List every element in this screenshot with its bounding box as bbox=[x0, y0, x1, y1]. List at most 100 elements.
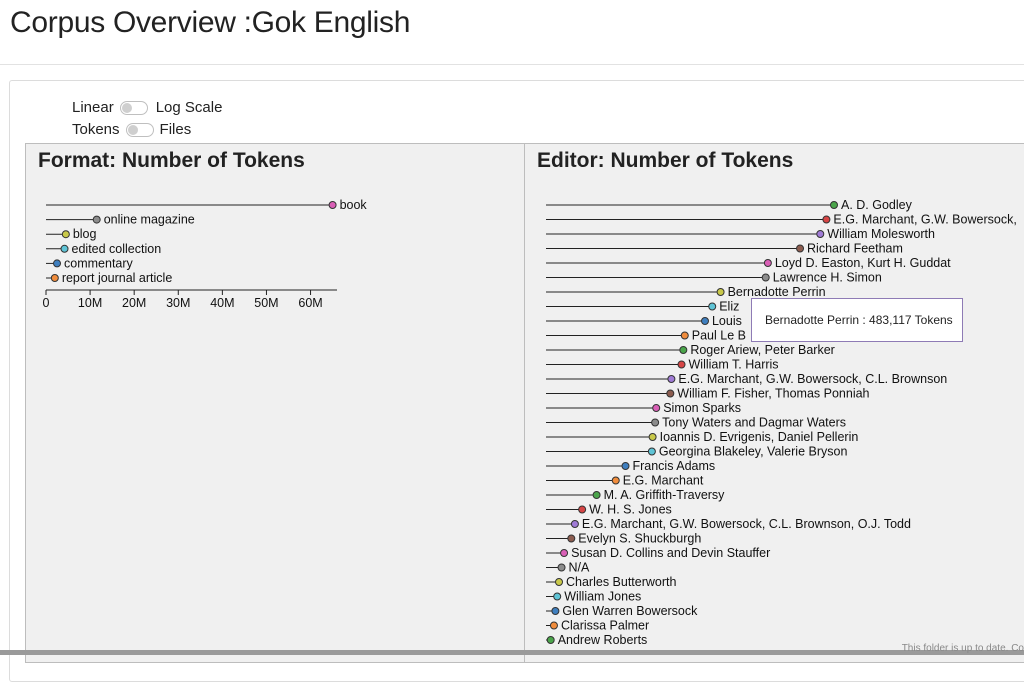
format-x-tick-label: 20M bbox=[122, 296, 146, 310]
unit-toggle-switch[interactable] bbox=[125, 122, 154, 137]
editor-dot-lawrence-h-simon bbox=[761, 273, 770, 282]
scale-toggle-row: Linear Log Scale bbox=[72, 99, 222, 116]
editor-label-charles-butterworth: Charles Butterworth bbox=[566, 575, 677, 589]
editor-dot-e-g-marchant-g-w-bowersock-c-l-brownson-o-j-todd bbox=[570, 520, 579, 528]
editor-label-e-g-marchant: E.G. Marchant bbox=[623, 474, 704, 488]
editor-label-richard-feetham: Richard Feetham bbox=[807, 242, 903, 256]
format-dot-book bbox=[328, 201, 337, 209]
editor-dot-paul-le-b bbox=[680, 331, 689, 340]
editor-label-m-a-griffith-traversy: M. A. Griffith-Traversy bbox=[604, 488, 726, 502]
editor-label-e-g-marchant-g-w-bowersock-c-l-brownson-o-j-todd: E.G. Marchant, G.W. Bowersock, C.L. Brow… bbox=[582, 517, 911, 531]
format-label-commentary: commentary bbox=[64, 256, 134, 270]
editor-label-glen-warren-bowersock: Glen Warren Bowersock bbox=[562, 604, 698, 618]
editor-label-w-h-s-jones: W. H. S. Jones bbox=[589, 503, 672, 517]
editor-dot-e-g-marchant-g-w-bowersock bbox=[822, 215, 831, 224]
format-label-book: book bbox=[340, 198, 368, 212]
status-text: This folder is up to date. Co bbox=[901, 643, 1024, 654]
editor-dot-bernadotte-perrin bbox=[716, 288, 725, 296]
unit-toggle-row: Tokens Files bbox=[72, 121, 191, 138]
format-label-blog: blog bbox=[73, 227, 97, 241]
editor-dot-e-g-marchant bbox=[611, 476, 620, 485]
format-x-tick-label: 30M bbox=[166, 296, 190, 310]
editor-label-paul-le-b: Paul Le B bbox=[692, 329, 746, 343]
files-label: Files bbox=[159, 121, 192, 138]
editor-dot-tony-waters-and-dagmar-waters bbox=[651, 418, 660, 427]
editor-label-ioannis-d-evrigenis-daniel-pellerin: Ioannis D. Evrigenis, Daniel Pellerin bbox=[660, 430, 859, 444]
editor-dot-e-g-marchant-g-w-bowersock-c-l-brownson bbox=[667, 375, 676, 383]
format-chart-panel: book online magazine blog edited collection… bbox=[25, 143, 525, 663]
editor-label-georgina-blakeley-valerie-bryson: Georgina Blakeley, Valerie Bryson bbox=[659, 445, 848, 459]
scale-toggle-switch[interactable] bbox=[119, 100, 148, 115]
format-x-tick-label: 50M bbox=[254, 296, 278, 310]
editor-dot-william-jones bbox=[553, 592, 562, 601]
format-label-edited-collection: edited collection bbox=[72, 242, 162, 256]
tokens-label: Tokens bbox=[72, 121, 120, 138]
log-scale-label: Log Scale bbox=[155, 99, 223, 116]
editor-label-eliz: Eliz bbox=[719, 300, 739, 314]
editor-label-roger-ariew-peter-barker: Roger Ariew, Peter Barker bbox=[690, 343, 835, 357]
scale-toggle-knob bbox=[121, 102, 132, 113]
format-dot-commentary bbox=[53, 259, 62, 268]
editor-label-loyd-d-easton-kurt-h-guddat: Loyd D. Easton, Kurt H. Guddat bbox=[775, 256, 951, 270]
editor-dot-richard-feetham bbox=[796, 244, 805, 253]
editor-dot-ioannis-d-evrigenis-daniel-pellerin bbox=[648, 433, 657, 441]
editor-dot-susan-d-collins-and-devin-stauffer bbox=[560, 549, 569, 557]
editor-chart-title: Editor: Number of Tokens bbox=[537, 149, 794, 172]
editor-label-william-jones: William Jones bbox=[564, 590, 641, 604]
bottom-scrollbar[interactable] bbox=[0, 650, 1024, 655]
editor-dot-andrew-roberts bbox=[546, 636, 555, 644]
format-dot-edited-collection bbox=[60, 244, 69, 253]
editor-label-simon-sparks: Simon Sparks bbox=[663, 401, 741, 415]
format-chart-title: Format: Number of Tokens bbox=[38, 149, 305, 172]
editor-label-lawrence-h-simon: Lawrence H. Simon bbox=[773, 271, 882, 285]
editor-dot-loyd-d-easton-kurt-h-guddat bbox=[763, 259, 772, 267]
editor-label-francis-adams: Francis Adams bbox=[632, 459, 715, 473]
editor-label-susan-d-collins-and-devin-stauffer: Susan D. Collins and Devin Stauffer bbox=[571, 546, 770, 560]
format-x-tick-label: 10M bbox=[78, 296, 102, 310]
editor-dot-clarissa-palmer bbox=[549, 621, 558, 630]
editor-label-n-a: N/A bbox=[569, 561, 591, 575]
editor-label-bernadotte-perrin: Bernadotte Perrin bbox=[728, 285, 826, 299]
format-x-tick-label: 40M bbox=[210, 296, 234, 310]
editor-label-a-d-godley: A. D. Godley bbox=[841, 198, 913, 212]
editor-label-william-f-fisher-thomas-ponniah: William F. Fisher, Thomas Ponniah bbox=[677, 387, 869, 401]
editor-label-louis: Louis bbox=[712, 314, 742, 328]
format-label-report-journal-article: report journal article bbox=[62, 271, 173, 285]
format-dot-report-journal-article bbox=[50, 274, 59, 282]
editor-label-evelyn-s-shuckburgh: Evelyn S. Shuckburgh bbox=[578, 532, 701, 546]
editor-dot-francis-adams bbox=[621, 462, 630, 470]
editor-label-william-t-harris: William T. Harris bbox=[689, 358, 779, 372]
chart-tooltip: Bernadotte Perrin : 483,117 Tokens bbox=[751, 298, 963, 342]
format-dot-online-magazine bbox=[92, 215, 101, 224]
format-x-tick-label: 0 bbox=[43, 296, 50, 310]
editor-dot-evelyn-s-shuckburgh bbox=[567, 534, 576, 543]
editor-label-e-g-marchant-g-w-bowersock: E.G. Marchant, G.W. Bowersock, bbox=[833, 213, 1016, 227]
editor-dot-simon-sparks bbox=[652, 404, 661, 412]
editor-dot-charles-butterworth bbox=[555, 578, 564, 586]
title-divider bbox=[0, 64, 1024, 65]
editor-dot-william-t-harris bbox=[677, 360, 686, 369]
editor-dot-glen-warren-bowersock bbox=[551, 607, 560, 615]
format-dot-blog bbox=[61, 230, 70, 239]
editor-label-william-molesworth: William Molesworth bbox=[827, 227, 935, 241]
editor-dot-louis bbox=[700, 317, 709, 325]
editor-label-e-g-marchant-g-w-bowersock-c-l-brownson: E.G. Marchant, G.W. Bowersock, C.L. Brow… bbox=[678, 372, 947, 386]
linear-label: Linear bbox=[72, 99, 114, 116]
editor-dot-eliz bbox=[708, 302, 717, 311]
editor-dot-roger-ariew-peter-barker bbox=[679, 346, 688, 354]
editor-chart-panel: A. D. Godley E.G. Marchant, G.W. Bowersoc… bbox=[524, 143, 1024, 663]
format-x-tick-label: 60M bbox=[298, 296, 322, 310]
editor-dot-m-a-griffith-traversy bbox=[592, 491, 601, 499]
page-title: Corpus Overview :Gok English bbox=[10, 6, 411, 39]
editor-dot-n-a bbox=[557, 563, 566, 572]
editor-label-andrew-roberts: Andrew Roberts bbox=[558, 633, 648, 647]
editor-label-clarissa-palmer: Clarissa Palmer bbox=[561, 619, 649, 633]
format-label-online-magazine: online magazine bbox=[104, 213, 195, 227]
editor-dot-w-h-s-jones bbox=[578, 505, 587, 514]
editor-dot-william-molesworth bbox=[816, 230, 825, 238]
editor-dot-william-f-fisher-thomas-ponniah bbox=[666, 389, 675, 398]
editor-dot-georgina-blakeley-valerie-bryson bbox=[647, 447, 656, 456]
unit-toggle-knob bbox=[127, 124, 138, 135]
